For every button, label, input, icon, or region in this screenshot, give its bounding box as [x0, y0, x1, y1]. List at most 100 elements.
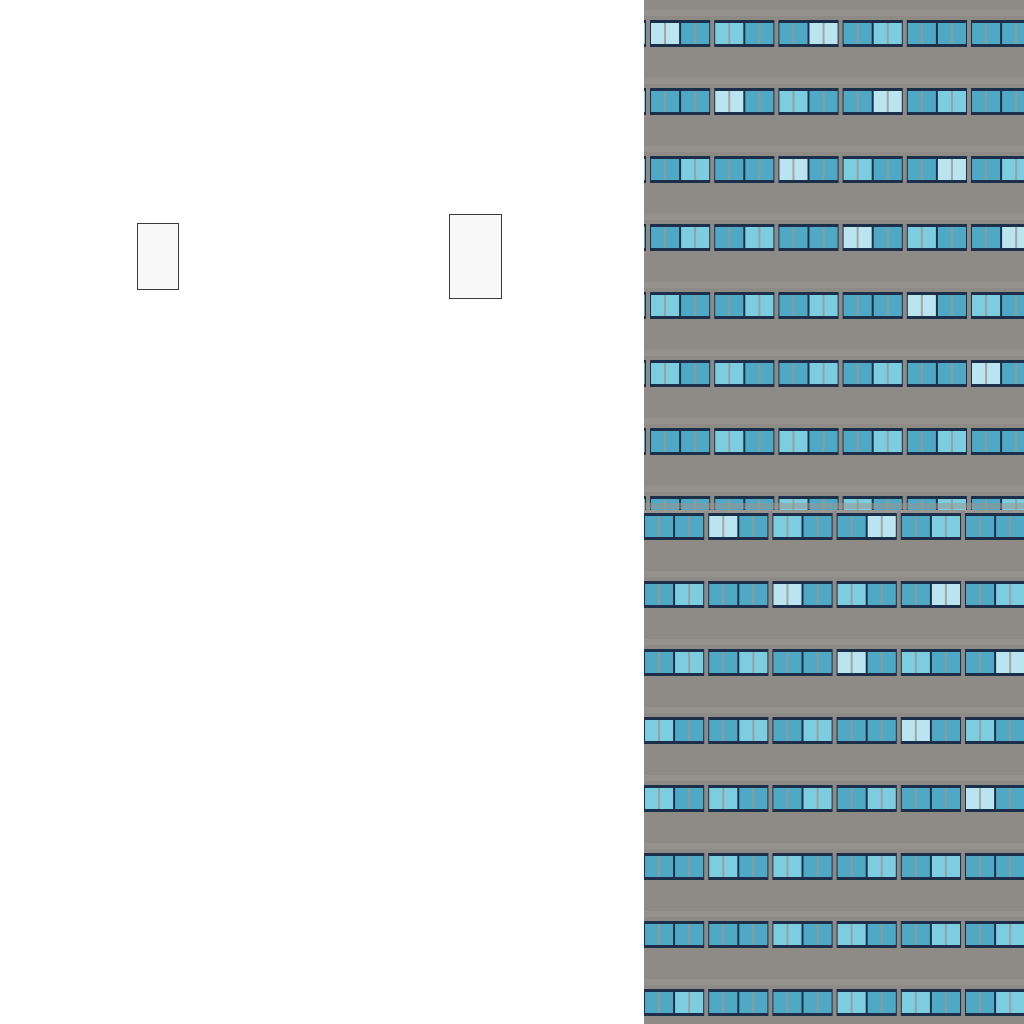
facade-pane-divider	[688, 992, 691, 1013]
facade-column	[896, 987, 901, 1018]
facade-column	[961, 987, 965, 1018]
facade-pane-divider	[792, 159, 795, 180]
facade-column	[838, 426, 843, 457]
facade-column	[832, 919, 837, 950]
facade-column	[902, 86, 907, 117]
facade-slab-ledge	[644, 911, 1024, 917]
facade-pane-divider	[752, 924, 755, 945]
facade-pane-divider	[914, 924, 917, 945]
facade-pane-divider	[920, 431, 923, 452]
facade-pane-divider	[1009, 992, 1012, 1013]
facade-pane-divider	[920, 499, 923, 520]
facade-pane-divider	[792, 91, 795, 112]
facade-window-pane	[644, 363, 645, 384]
facade-pane-divider	[658, 788, 661, 809]
facade-column	[896, 579, 901, 610]
facade-pane-divider	[816, 856, 819, 877]
facade-column	[774, 426, 779, 457]
facade-window-pane	[644, 159, 645, 180]
facade-pane-divider	[1009, 788, 1012, 809]
facade-column	[967, 358, 971, 389]
facade-pane-divider	[886, 159, 889, 180]
facade-column	[832, 987, 837, 1018]
facade-pane-divider	[880, 788, 883, 809]
facade-slab-ledge	[644, 503, 1024, 509]
facade-pane-divider	[722, 652, 725, 673]
facade-slab-ledge	[644, 486, 1024, 492]
facade-pane-divider	[920, 159, 923, 180]
facade-pane-divider	[722, 924, 725, 945]
facade-pane-divider	[722, 788, 725, 809]
facade-pane-divider	[728, 23, 731, 44]
facade-pane-divider	[850, 720, 853, 741]
facade-pane-divider	[664, 431, 667, 452]
facade-pane-divider	[688, 652, 691, 673]
facade-pane-divider	[944, 584, 947, 605]
facade-pane-divider	[786, 788, 789, 809]
facade-slab-ledge	[644, 350, 1024, 356]
facade-column	[774, 154, 779, 185]
facade-slab-ledge	[644, 571, 1024, 577]
facade-pane-divider	[880, 992, 883, 1013]
facade-pane-divider	[688, 720, 691, 741]
facade-pane-divider	[880, 856, 883, 877]
facade-slab-ledge	[644, 78, 1024, 84]
facade-pane-divider	[979, 584, 982, 605]
facade-pane-divider	[822, 363, 825, 384]
facade-column	[902, 426, 907, 457]
facade-pane-divider	[880, 720, 883, 741]
facade-column	[710, 426, 715, 457]
facade-column	[961, 647, 965, 678]
facade-pane-divider	[728, 499, 731, 520]
facade-pane-divider	[1015, 295, 1018, 316]
facade-column	[768, 511, 773, 542]
facade-pane-divider	[694, 499, 697, 520]
facade-pane-divider	[728, 295, 731, 316]
facade-pane-divider	[758, 159, 761, 180]
facade-column	[967, 86, 971, 117]
facade-slab-ledge	[644, 282, 1024, 288]
facade-pane-divider	[886, 295, 889, 316]
large-blank-frame	[449, 214, 502, 299]
facade-window-pane	[644, 431, 645, 452]
facade-column	[902, 222, 907, 253]
facade-pane-divider	[920, 295, 923, 316]
facade-pane-divider	[979, 924, 982, 945]
facade-pane-divider	[856, 91, 859, 112]
facade-column	[774, 494, 779, 525]
facade-pane-divider	[920, 363, 923, 384]
facade-column	[704, 647, 709, 678]
facade-pane-divider	[1015, 431, 1018, 452]
facade-column	[967, 222, 971, 253]
facade-pane-divider	[722, 584, 725, 605]
facade-pane-divider	[886, 91, 889, 112]
facade-pane-divider	[1009, 584, 1012, 605]
facade-pane-divider	[985, 227, 988, 248]
facade-pane-divider	[944, 924, 947, 945]
facade-pane-divider	[850, 992, 853, 1013]
facade-slab-ledge	[644, 639, 1024, 645]
facade-pane-divider	[914, 652, 917, 673]
facade-pane-divider	[664, 363, 667, 384]
facade-pane-divider	[944, 720, 947, 741]
facade-column	[710, 358, 715, 389]
facade-column	[902, 290, 907, 321]
facade-column	[967, 290, 971, 321]
facade-window-pane	[1002, 23, 1024, 44]
small-blank-frame	[137, 223, 179, 290]
facade-pane-divider	[856, 227, 859, 248]
facade-pane-divider	[816, 720, 819, 741]
facade-pane-divider	[1015, 227, 1018, 248]
facade-column	[902, 18, 907, 49]
facade-column	[768, 783, 773, 814]
facade-column	[902, 494, 907, 525]
facade-pane-divider	[664, 499, 667, 520]
facade-column	[768, 579, 773, 610]
facade-pane-divider	[880, 652, 883, 673]
facade-pane-divider	[1009, 516, 1012, 537]
facade-pane-divider	[816, 924, 819, 945]
facade-column	[768, 987, 773, 1018]
facade-column	[896, 783, 901, 814]
facade-pane-divider	[950, 91, 953, 112]
facade-pane-divider	[979, 856, 982, 877]
